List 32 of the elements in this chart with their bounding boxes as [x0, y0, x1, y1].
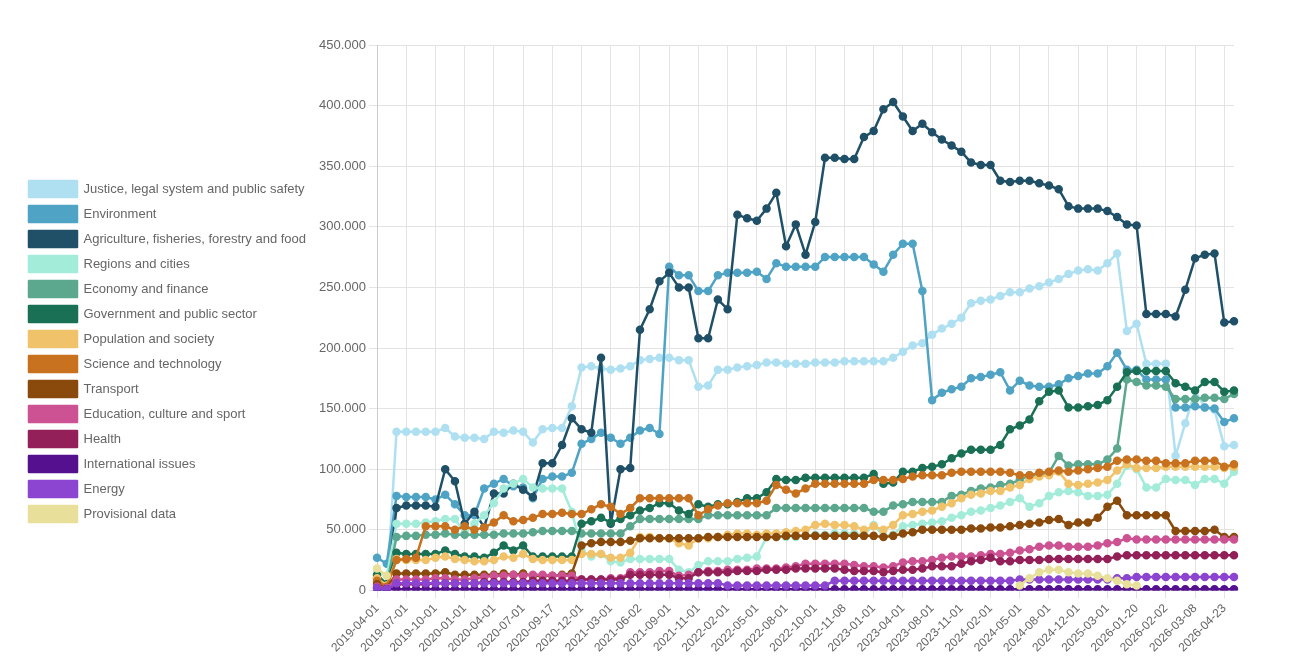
legend-label: Provisional data	[83, 505, 177, 521]
y-tick-label: 450.000	[319, 36, 367, 52]
point	[1073, 569, 1083, 578]
legend-label: International issues	[83, 455, 197, 471]
legend-label: Agriculture, fisheries, forestry and food	[83, 230, 307, 246]
legend-label: Environment	[83, 205, 157, 221]
point	[1122, 580, 1132, 589]
point	[1044, 565, 1054, 575]
point	[1034, 567, 1044, 577]
point	[1054, 565, 1063, 575]
y-tick-label: 350.000	[319, 157, 367, 173]
legend-label: Population and society	[83, 330, 215, 346]
y-tick-label: 100.000	[319, 460, 367, 476]
y-tick-label: 150.000	[319, 400, 367, 416]
y-tick-label: 200.000	[319, 339, 367, 355]
y-tick-label: 0	[358, 581, 367, 597]
y-tick-label: 400.000	[319, 97, 367, 113]
legend-label: Education, culture and sport	[83, 405, 246, 421]
point	[1093, 571, 1102, 581]
legend-label: Energy	[83, 480, 126, 496]
point	[1083, 569, 1093, 578]
legend-label: Justice, legal system and public safety	[83, 180, 306, 196]
legend-label: Economy and finance	[83, 280, 209, 296]
point	[1064, 567, 1073, 577]
y-tick-label: 300.000	[319, 218, 367, 234]
y-tick-label: 50.000	[326, 521, 367, 537]
legend-label: Science and technology	[83, 355, 223, 371]
legend-label: Transport	[83, 380, 140, 396]
legend-label: Regions and cities	[83, 255, 191, 271]
legend-label: Government and public sector	[83, 305, 258, 321]
legend-label: Health	[83, 430, 122, 446]
y-tick-label: 250.000	[319, 278, 367, 294]
